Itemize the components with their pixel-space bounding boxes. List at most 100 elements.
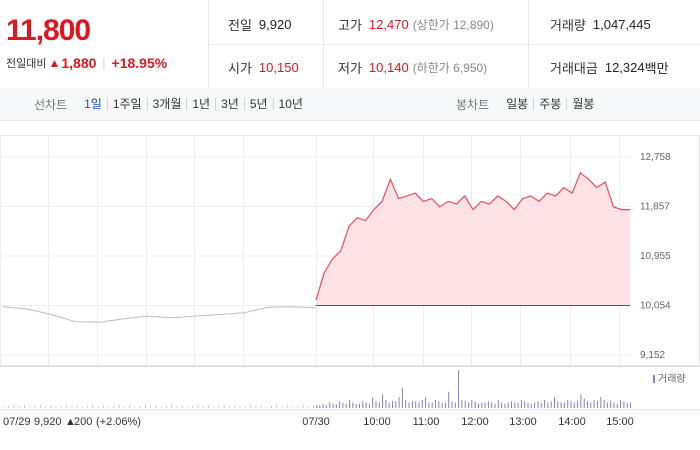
change-value: 1,880 — [61, 55, 97, 71]
volume-bar — [570, 401, 572, 408]
volume-bar — [408, 402, 410, 408]
volume-bar — [606, 402, 608, 408]
volume-bar — [398, 397, 400, 408]
volume-bar — [534, 402, 536, 408]
volume-bar — [501, 402, 503, 408]
period-tab-4[interactable]: 3년 — [215, 98, 244, 110]
volume-bar — [504, 403, 506, 408]
prev-volume-bar — [186, 407, 188, 408]
volume-bar — [620, 399, 622, 408]
prev-volume-bar — [271, 405, 272, 408]
volume-bar — [319, 405, 321, 408]
upper-limit: (상한가 12,890) — [412, 17, 494, 32]
volume-bar — [590, 402, 592, 408]
open-label: 시가 — [228, 60, 252, 76]
volume-bar — [382, 394, 384, 408]
prev-volume-bar — [197, 404, 199, 408]
prev-volume-bar — [50, 405, 52, 408]
up-triangle-icon: ▲ — [48, 56, 61, 70]
volume-bar — [580, 394, 582, 408]
volume-bar — [626, 402, 628, 408]
volume-bar — [395, 401, 397, 408]
chart-tabs: 선차트 1일 1주일 3개월 1년 3년 5년 10년 봉차트 일봉 주봉 월봉 — [0, 88, 700, 121]
amount-cell: 거래대금 12,324 백만 — [550, 45, 669, 89]
volume-bar — [388, 402, 390, 408]
volume-bar — [359, 403, 360, 408]
prev-volume-bar — [176, 406, 178, 408]
line-chart-label: 선차트 — [34, 97, 68, 112]
period-tab-0[interactable]: 1일 — [84, 97, 102, 111]
prev-volume-bar — [228, 406, 230, 408]
prev-volume-bar — [45, 406, 46, 408]
prev-volume-bar — [171, 404, 173, 408]
period-tab-2[interactable]: 3개월 — [146, 98, 187, 110]
prev-close-value: 9,920 — [258, 16, 292, 32]
volume-bar — [322, 403, 324, 408]
volume-bar — [461, 399, 463, 408]
high-cell: 고가 12,470 (상한가 12,890) — [338, 2, 494, 46]
y-tick-label: 9,152 — [640, 350, 665, 361]
volume-bar — [378, 402, 380, 408]
candle-tab-0[interactable]: 일봉 — [506, 97, 529, 111]
volume-bar — [497, 399, 499, 408]
volume-bar — [583, 398, 585, 408]
y-tick-label: 10,054 — [640, 300, 671, 311]
volume-bar — [484, 402, 486, 408]
volume-bar — [603, 399, 605, 408]
volume-cell: 거래량 1,047,445 — [550, 2, 651, 46]
volume-bar — [372, 397, 374, 408]
y-tick-label: 10,955 — [640, 251, 671, 262]
prev-volume-bar — [123, 406, 125, 408]
period-tab-3[interactable]: 1년 — [186, 98, 215, 110]
period-tab-1[interactable]: 1주일 — [106, 98, 147, 110]
candle-tab-1[interactable]: 주봉 — [533, 98, 566, 110]
line-chart-tabs: 선차트 1일 1주일 3개월 1년 3년 5년 10년 — [34, 88, 308, 120]
high-value: 12,470 — [368, 16, 409, 32]
volume-bar — [596, 401, 598, 408]
volume-bar — [401, 387, 403, 408]
volume-bar — [325, 405, 327, 408]
prev-volume-bar — [13, 404, 15, 408]
volume-bar — [610, 401, 612, 408]
prev-volume-bar — [202, 406, 204, 408]
volume-bar — [478, 403, 479, 408]
volume-bar — [421, 399, 423, 408]
prev-volume-bar — [76, 405, 78, 408]
volume-bar — [339, 401, 341, 408]
prev-volume-bar — [108, 407, 110, 408]
volume-bar — [550, 401, 552, 408]
prev-volume-bar — [102, 405, 104, 408]
period-tab-5[interactable]: 5년 — [243, 98, 273, 110]
volume-legend: 거래량 — [658, 373, 686, 385]
prev-volume-bar — [92, 404, 94, 408]
volume-bar — [352, 402, 354, 408]
price-area — [316, 172, 630, 306]
volume-bar — [415, 401, 417, 408]
candle-chart-label: 봉차트 — [456, 97, 490, 112]
volume-bar — [441, 402, 443, 408]
volume-bar — [520, 399, 522, 408]
prev-day-date: 07/29 — [3, 416, 31, 428]
low-cell: 저가 10,140 (하한가 6,950) — [338, 45, 487, 89]
prev-volume-bar — [71, 406, 73, 408]
volume-bar — [335, 403, 337, 408]
volume-bar — [527, 402, 529, 408]
amount-value: 12,324 — [604, 59, 645, 75]
volume-bar — [362, 401, 364, 408]
divider: | — [102, 56, 106, 70]
candle-tab-2[interactable]: 월봉 — [566, 98, 599, 110]
volume-bar — [418, 402, 420, 408]
period-tab-6[interactable]: 10년 — [272, 98, 308, 110]
prev-day-change: 200 — [74, 416, 92, 428]
volume-bar — [345, 403, 347, 408]
volume-bar — [342, 402, 344, 408]
prev-volume-bar — [29, 407, 31, 408]
volume-bar — [405, 399, 407, 408]
volume-bar — [474, 401, 476, 408]
volume-bar — [451, 401, 453, 408]
volume-bar — [481, 402, 483, 408]
y-tick-label: 12,758 — [640, 152, 671, 163]
volume-bar — [593, 399, 595, 408]
prev-volume-bar — [260, 405, 262, 408]
prev-volume-bar — [181, 405, 183, 408]
